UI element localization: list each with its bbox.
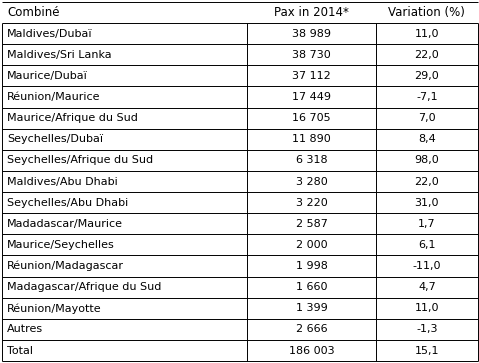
Text: 2 666: 2 666 xyxy=(296,325,327,334)
Text: Madagascar/Afrique du Sud: Madagascar/Afrique du Sud xyxy=(7,282,161,292)
Text: 2 000: 2 000 xyxy=(296,240,327,250)
Text: 31,0: 31,0 xyxy=(415,197,439,208)
Text: Pax in 2014*: Pax in 2014* xyxy=(274,6,349,19)
Text: 7,0: 7,0 xyxy=(418,113,436,123)
Text: 1 399: 1 399 xyxy=(296,303,328,313)
Text: 6,1: 6,1 xyxy=(418,240,436,250)
Text: Maldives/Dubaï: Maldives/Dubaï xyxy=(7,29,92,38)
Text: 11 890: 11 890 xyxy=(292,134,331,144)
Text: 3 280: 3 280 xyxy=(296,176,328,187)
Text: Maurice/Dubaï: Maurice/Dubaï xyxy=(7,71,88,81)
Text: 3 220: 3 220 xyxy=(296,197,328,208)
Text: Autres: Autres xyxy=(7,325,43,334)
Text: 1 660: 1 660 xyxy=(296,282,327,292)
Text: Combiné: Combiné xyxy=(7,6,60,19)
Text: Réunion/Maurice: Réunion/Maurice xyxy=(7,92,101,102)
Text: 186 003: 186 003 xyxy=(289,346,334,356)
Text: Maurice/Afrique du Sud: Maurice/Afrique du Sud xyxy=(7,113,138,123)
Text: 22,0: 22,0 xyxy=(414,50,439,60)
Text: 16 705: 16 705 xyxy=(292,113,331,123)
Text: 38 989: 38 989 xyxy=(292,29,331,38)
Text: 4,7: 4,7 xyxy=(418,282,436,292)
Text: 98,0: 98,0 xyxy=(414,155,439,166)
Text: Seychelles/Abu Dhabi: Seychelles/Abu Dhabi xyxy=(7,197,128,208)
Text: 22,0: 22,0 xyxy=(414,176,439,187)
Text: Seychelles/Afrique du Sud: Seychelles/Afrique du Sud xyxy=(7,155,153,166)
Text: -11,0: -11,0 xyxy=(413,261,441,271)
Text: Maurice/Seychelles: Maurice/Seychelles xyxy=(7,240,115,250)
Text: 37 112: 37 112 xyxy=(292,71,331,81)
Text: Réunion/Madagascar: Réunion/Madagascar xyxy=(7,261,124,271)
Text: Seychelles/Dubaï: Seychelles/Dubaï xyxy=(7,134,103,144)
Text: Variation (%): Variation (%) xyxy=(388,6,465,19)
Text: -7,1: -7,1 xyxy=(416,92,438,102)
Text: 15,1: 15,1 xyxy=(415,346,439,356)
Text: 38 730: 38 730 xyxy=(292,50,331,60)
Text: Maldives/Abu Dhabi: Maldives/Abu Dhabi xyxy=(7,176,118,187)
Text: 6 318: 6 318 xyxy=(296,155,327,166)
Text: 1,7: 1,7 xyxy=(418,219,436,229)
Text: Réunion/Mayotte: Réunion/Mayotte xyxy=(7,303,102,314)
Text: 2 587: 2 587 xyxy=(296,219,328,229)
Text: 11,0: 11,0 xyxy=(415,303,439,313)
Text: Total: Total xyxy=(7,346,33,356)
Text: 11,0: 11,0 xyxy=(415,29,439,38)
Text: 8,4: 8,4 xyxy=(418,134,436,144)
Text: 17 449: 17 449 xyxy=(292,92,331,102)
Text: 1 998: 1 998 xyxy=(296,261,328,271)
Text: Maldives/Sri Lanka: Maldives/Sri Lanka xyxy=(7,50,112,60)
Text: -1,3: -1,3 xyxy=(416,325,438,334)
Text: 29,0: 29,0 xyxy=(414,71,439,81)
Text: Madadascar/Maurice: Madadascar/Maurice xyxy=(7,219,123,229)
